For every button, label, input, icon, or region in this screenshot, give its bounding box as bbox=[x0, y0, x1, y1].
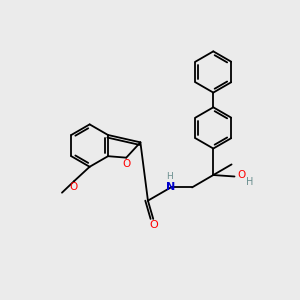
Text: O: O bbox=[122, 159, 130, 169]
Text: O: O bbox=[238, 170, 246, 180]
Text: O: O bbox=[70, 182, 78, 192]
Text: H: H bbox=[246, 177, 253, 187]
Text: N: N bbox=[166, 182, 176, 192]
Text: H: H bbox=[166, 172, 173, 181]
Text: O: O bbox=[149, 220, 158, 230]
